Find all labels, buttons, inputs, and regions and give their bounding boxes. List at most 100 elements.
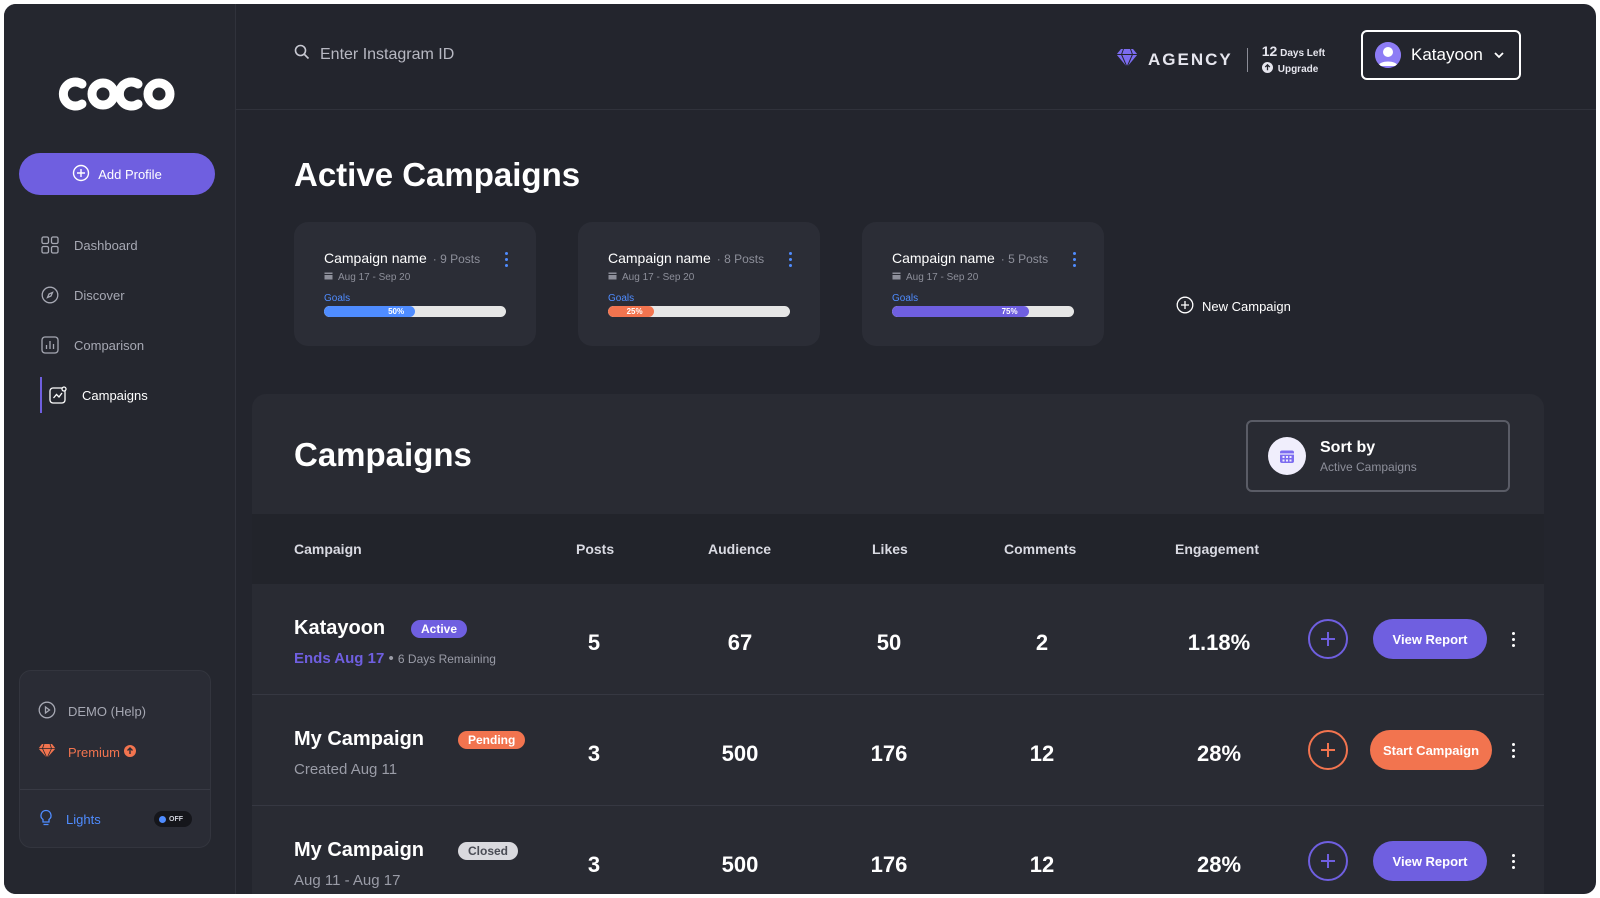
lightbulb-icon: [38, 809, 54, 830]
more-options-icon[interactable]: [1512, 854, 1515, 869]
goals-progress-bar: 75%: [892, 306, 1074, 317]
new-campaign-button[interactable]: New Campaign: [1176, 296, 1291, 317]
sidebar-item-discover[interactable]: Discover: [4, 270, 236, 320]
campaign-icon: [48, 385, 68, 405]
sort-value: Active Campaigns: [1320, 459, 1417, 474]
sidebar-item-comparison[interactable]: Comparison: [4, 320, 236, 370]
sidebar-footer: DEMO (Help) Premium Lights OFF: [19, 670, 211, 848]
more-options-icon[interactable]: [1512, 632, 1515, 647]
chevron-down-icon: [1493, 46, 1505, 64]
toggle-knob: [159, 815, 166, 823]
sidebar-item-dashboard[interactable]: Dashboard: [4, 220, 236, 270]
premium-link[interactable]: Premium: [38, 743, 137, 762]
posts-value: 3: [587, 852, 601, 877]
divider: [20, 789, 210, 790]
bar-chart-icon: [40, 335, 60, 355]
posts-value: 5: [587, 630, 601, 655]
sort-dropdown[interactable]: Sort by Active Campaigns: [1246, 420, 1510, 492]
lights-toggle[interactable]: OFF: [154, 811, 192, 827]
add-button[interactable]: [1308, 730, 1348, 770]
app-window: Add Profile Dashboard Discover Compariso…: [4, 4, 1596, 894]
table-row[interactable]: My Campaign Pending Created Aug 11 3 500…: [252, 695, 1544, 806]
sidebar-nav: Dashboard Discover Comparison Campaigns: [4, 220, 236, 420]
comments-value: 12: [1029, 741, 1055, 766]
comments-value: 12: [1029, 852, 1055, 877]
instagram-id-input[interactable]: [320, 45, 580, 64]
plus-icon: [1321, 632, 1335, 646]
view-report-button[interactable]: View Report: [1373, 619, 1487, 659]
posts-value: 3: [587, 741, 601, 766]
campaign-card[interactable]: Campaign name · 5 Posts Aug 17 - Sep 20 G…: [862, 222, 1104, 346]
more-options-icon[interactable]: [1512, 743, 1515, 758]
calendar-icon: [892, 271, 901, 283]
campaign-name: My Campaign: [294, 839, 425, 861]
goals-label: Goals: [608, 293, 635, 304]
play-circle-icon: [38, 701, 56, 722]
campaign-name: My Campaign: [294, 728, 425, 750]
column-header-posts[interactable]: Posts: [576, 541, 615, 557]
audience-value: 500: [721, 852, 759, 877]
campaign-card[interactable]: Campaign name · 9 Posts Aug 17 - Sep 20 G…: [294, 222, 536, 346]
calendar-icon: [1268, 437, 1306, 475]
demo-help-link[interactable]: DEMO (Help): [38, 701, 146, 722]
lights-setting: Lights: [38, 809, 101, 830]
campaign-card-dates: Aug 17 - Sep 20: [622, 271, 695, 283]
table-row[interactable]: My Campaign Closed Aug 11 - Aug 17 3 500…: [252, 806, 1544, 894]
audience-value: 67: [727, 630, 753, 655]
sidebar: Add Profile Dashboard Discover Compariso…: [4, 4, 236, 894]
progress-label: 25%: [626, 307, 643, 316]
goals-progress-bar: 50%: [324, 306, 506, 317]
column-header-likes[interactable]: Likes: [872, 541, 908, 557]
campaign-card-posts: 9 Posts: [440, 252, 481, 266]
more-options-icon[interactable]: [505, 252, 508, 267]
likes-value: 176: [870, 741, 908, 766]
plus-icon: [1321, 743, 1335, 757]
active-campaigns-title: Active Campaigns: [294, 156, 581, 193]
more-options-icon[interactable]: [789, 252, 792, 267]
campaign-subtitle: Created Aug 11: [294, 761, 398, 778]
column-header-audience[interactable]: Audience: [708, 541, 772, 557]
campaign-card-name: Campaign name: [608, 250, 711, 266]
toggle-label: OFF: [169, 815, 183, 823]
premium-label: Premium: [68, 745, 121, 760]
campaign-remaining: 6 Days Remaining: [397, 652, 496, 666]
search-icon: [294, 44, 310, 65]
user-menu-button[interactable]: Katayoon: [1361, 30, 1521, 80]
campaign-subtitle: Ends Aug 17 • 6 Days Remaining: [294, 650, 496, 667]
divider: [1246, 48, 1248, 73]
column-header-engagement[interactable]: Engagement: [1175, 541, 1260, 557]
campaign-card-name: Campaign name: [892, 250, 995, 266]
campaign-card[interactable]: Campaign name · 8 Posts Aug 17 - Sep 20 G…: [578, 222, 820, 346]
upgrade-arrow-icon: [124, 745, 137, 760]
status-badge: Active: [411, 620, 468, 638]
diamond-icon: [1116, 48, 1138, 73]
view-report-button[interactable]: View Report: [1373, 841, 1487, 881]
coco-logo[interactable]: [56, 74, 176, 119]
campaign-card-posts: 5 Posts: [1008, 252, 1049, 266]
sort-label: Sort by: [1320, 438, 1376, 456]
comments-value: 2: [1035, 630, 1049, 655]
goals-progress-bar: 25%: [608, 306, 790, 317]
add-profile-button[interactable]: Add Profile: [19, 153, 215, 195]
status-badge: Closed: [458, 842, 519, 860]
column-header-campaign[interactable]: Campaign: [294, 541, 362, 557]
upgrade-label: Upgrade: [1277, 63, 1319, 75]
progress-label: 50%: [388, 307, 405, 316]
add-button[interactable]: [1308, 841, 1348, 881]
progress-fill: [324, 306, 415, 317]
status-badge: Pending: [458, 731, 526, 749]
more-options-icon[interactable]: [1073, 252, 1076, 267]
column-header-comments[interactable]: Comments: [1004, 541, 1077, 557]
engagement-value: 28%: [1196, 852, 1242, 877]
table-header: Campaign Posts Audience Likes Comments E…: [252, 514, 1544, 584]
add-button[interactable]: [1308, 619, 1348, 659]
sidebar-item-campaigns[interactable]: Campaigns: [4, 370, 236, 420]
sidebar-item-label: Dashboard: [74, 237, 138, 253]
grid-icon: [40, 235, 60, 255]
lights-label: Lights: [66, 812, 101, 827]
upgrade-link[interactable]: Upgrade: [1261, 62, 1325, 76]
campaign-card-dates: Aug 17 - Sep 20: [338, 271, 411, 283]
start-campaign-button[interactable]: Start Campaign: [1370, 730, 1492, 770]
days-left-count: 12: [1261, 43, 1278, 59]
table-row[interactable]: Katayoon Active Ends Aug 17 • 6 Days Rem…: [252, 584, 1544, 695]
